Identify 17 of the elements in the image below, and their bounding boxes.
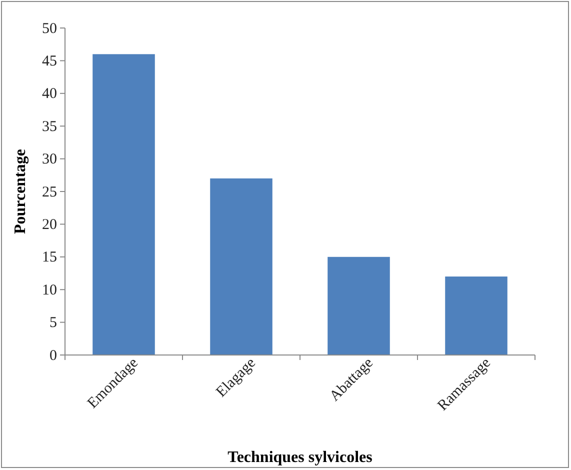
y-tick-label: 5 — [50, 315, 57, 332]
y-axis-title: Pourcentage — [12, 148, 29, 234]
y-tick-label: 15 — [42, 250, 57, 266]
y-tick-label: 35 — [42, 118, 57, 135]
y-tick-label: 45 — [42, 54, 57, 70]
x-axis-title: Techniques sylvicoles — [228, 449, 372, 466]
bar — [210, 178, 272, 355]
y-tick-label: 50 — [42, 20, 57, 37]
y-tick-label: 20 — [42, 217, 57, 233]
y-tick-label: 30 — [42, 152, 57, 168]
y-tick-label: 40 — [42, 86, 57, 102]
bar — [92, 54, 155, 355]
y-tick-label: 0 — [50, 348, 57, 364]
bar — [328, 256, 390, 355]
y-tick-label: 25 — [42, 184, 57, 200]
y-tick-label: 10 — [42, 282, 57, 298]
bar — [445, 276, 508, 355]
